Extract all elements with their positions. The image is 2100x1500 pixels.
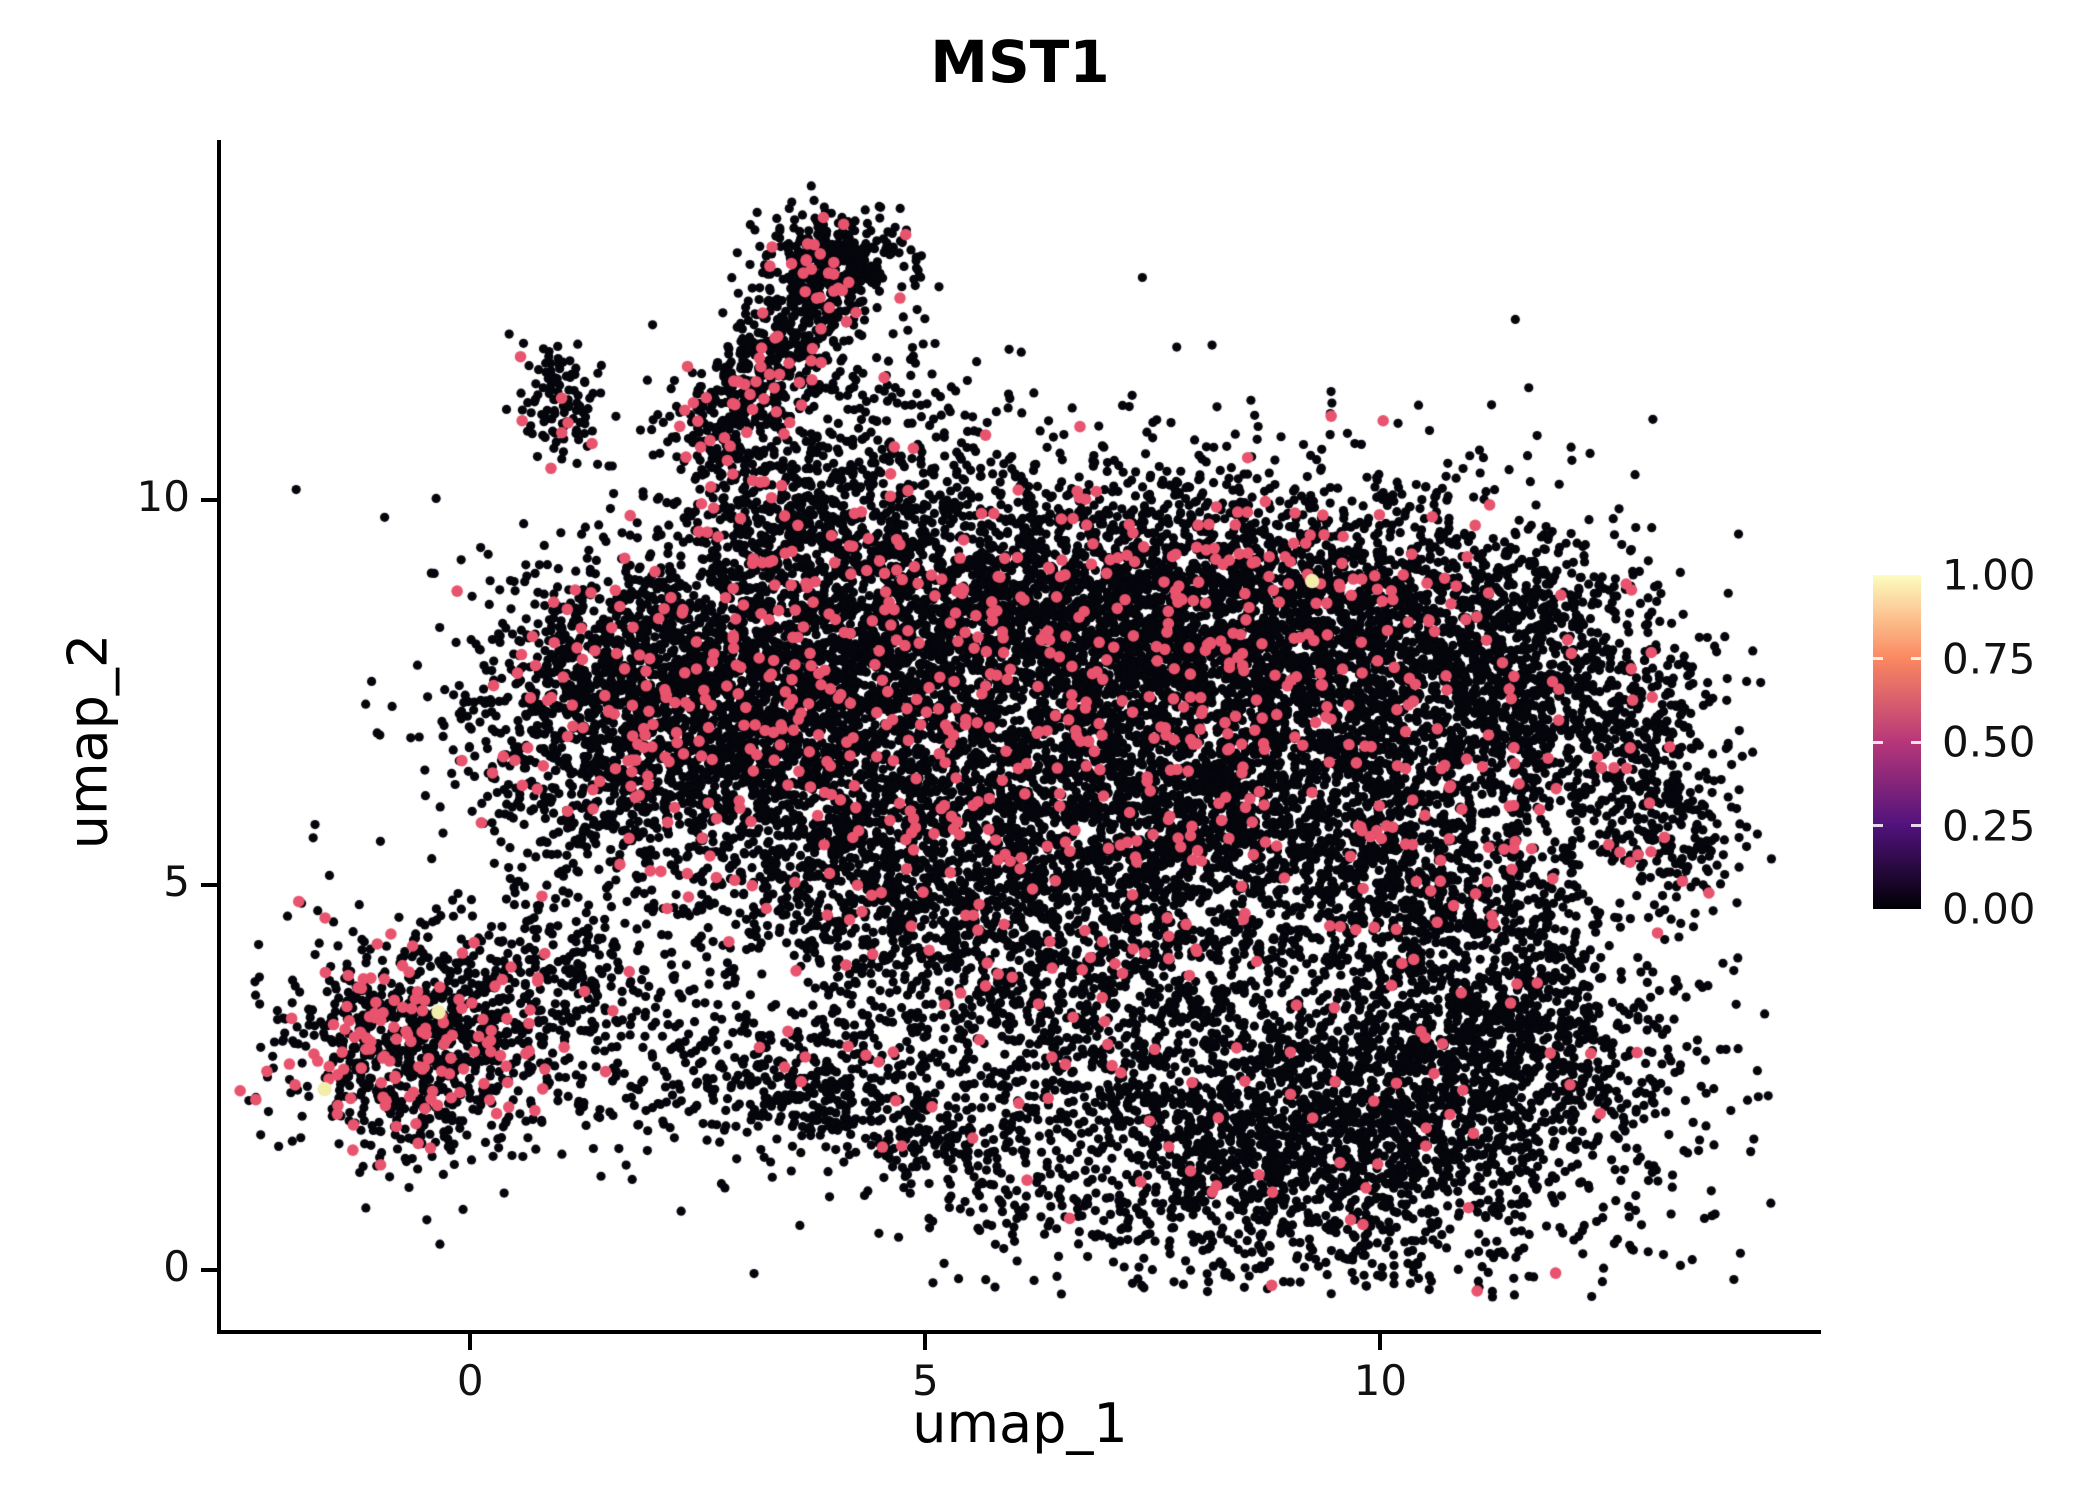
x-tick-mark [923, 1334, 928, 1350]
x-tick-label: 0 [456, 1356, 484, 1405]
colorbar-tick-mark [1873, 740, 1883, 744]
colorbar-tick-label: 0.00 [1942, 884, 2036, 934]
x-tick-mark [468, 1334, 473, 1350]
y-axis-line [217, 140, 221, 1334]
x-tick-mark [1378, 1334, 1383, 1350]
colorbar-tick-mark [1911, 740, 1921, 744]
colorbar-tick-mark [1873, 657, 1883, 660]
y-tick-label: 10 [136, 472, 190, 522]
y-tick-mark [201, 1267, 217, 1272]
colorbar-tick-label: 1.00 [1942, 550, 2036, 600]
x-axis-line [217, 1330, 1821, 1334]
colorbar-tick-label: 0.75 [1942, 634, 2036, 683]
y-tick-label: 5 [163, 857, 190, 907]
colorbar-tick-mark [1873, 824, 1883, 827]
colorbar-tick-mark [1911, 657, 1921, 660]
x-tick-label: 10 [1353, 1356, 1408, 1405]
x-tick-label: 5 [911, 1356, 939, 1405]
x-axis-label: umap_1 [912, 1392, 1128, 1455]
y-axis-label: umap_2 [56, 633, 120, 850]
y-tick-label: 0 [163, 1241, 190, 1291]
colorbar-tick-mark [1911, 824, 1921, 827]
colorbar-tick-label: 0.50 [1942, 717, 2036, 767]
colorbar-tick-label: 0.25 [1942, 801, 2036, 850]
plot-title: MST1 [930, 28, 1110, 96]
y-tick-mark [201, 498, 217, 503]
y-tick-mark [201, 883, 217, 888]
